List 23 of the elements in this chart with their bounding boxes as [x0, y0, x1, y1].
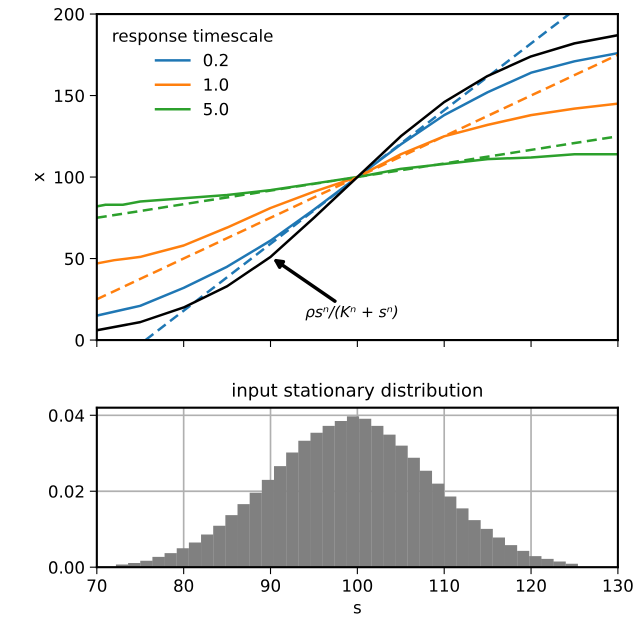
legend-label: 0.2: [204, 54, 228, 66]
x-tick-label: 90: [260, 579, 280, 592]
y-tick-label: 50: [65, 252, 84, 266]
legend-title: response timescale: [113, 29, 273, 46]
x-tick-label: 70: [88, 579, 106, 592]
y-axis-title: x: [35, 172, 44, 182]
x-tick-label: 130: [604, 579, 633, 592]
y-tick-label: 0.02: [49, 485, 84, 498]
x-tick-label: 80: [174, 579, 194, 592]
x-tick-label: 120: [516, 579, 546, 592]
y-tick-label: 200: [54, 8, 84, 21]
legend-label: 5.0: [204, 102, 228, 116]
y-tick-label: 0: [76, 334, 84, 347]
chart-title: input stationary distribution: [233, 382, 482, 400]
x-tick-label: 100: [343, 579, 372, 592]
y-tick-label: 150: [55, 90, 84, 102]
annotation: ρsⁿ/(Kⁿ + sⁿ): [305, 306, 398, 320]
y-tick-label: 0.00: [49, 561, 84, 574]
y-tick-label: 0.04: [49, 409, 84, 422]
y-tick-label: 100: [55, 171, 84, 184]
x-axis-title: s: [354, 604, 361, 614]
legend-label: 1.0: [204, 78, 228, 91]
x-tick-label: 110: [430, 579, 459, 592]
